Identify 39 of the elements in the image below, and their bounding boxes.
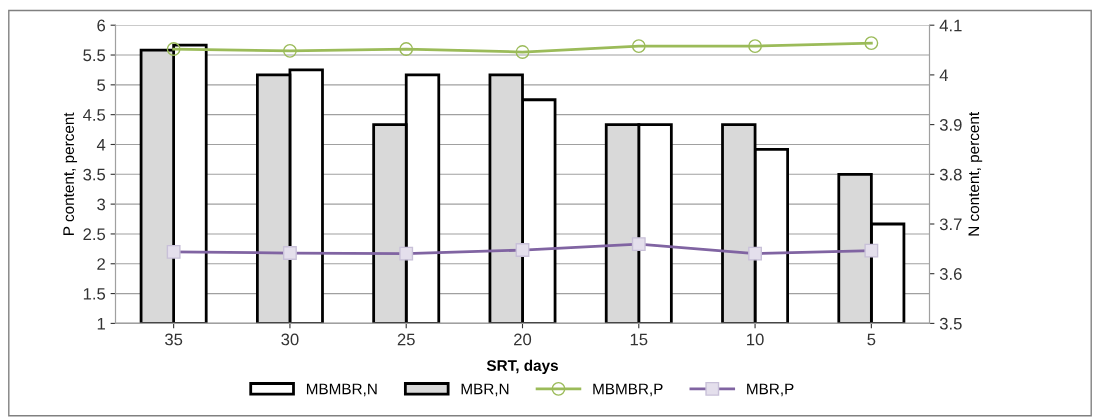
point [399, 42, 414, 57]
y2-tick-label: 3.7 [939, 218, 962, 231]
y2-tick-label: 4 [939, 69, 948, 81]
y-tick-label: 1.5 [83, 288, 106, 300]
y-tick-label: 3.5 [83, 168, 106, 181]
y-tick-label: 3 [97, 198, 106, 211]
x-axis-title: SRT, days [486, 359, 558, 375]
x-tick-label: 30 [281, 333, 299, 346]
point [282, 43, 297, 58]
x-tick-label: 5 [867, 333, 876, 346]
y-tick-label: 2 [97, 258, 105, 270]
y-axis-title: P content, percent [63, 112, 78, 235]
y-tick-label: 4 [96, 139, 106, 151]
y-tick-label: 2.5 [83, 228, 106, 241]
y2-tick-label: 3.5 [939, 317, 962, 330]
y-tick-label: 5 [97, 79, 106, 92]
y-tick-label: 5.5 [83, 49, 106, 62]
y2-tick-label: 3.9 [939, 119, 962, 131]
legend-label: MBMBR,N [306, 383, 377, 397]
x-tick-label: 20 [514, 333, 532, 346]
x-tick-label: 25 [397, 333, 415, 346]
point [166, 42, 181, 57]
y2-axis-title: N content, percent [968, 111, 983, 236]
legend-label: MBR,N [461, 383, 509, 397]
point [631, 39, 646, 54]
y-tick-label: 6 [97, 19, 106, 32]
point [748, 39, 763, 54]
y2-tick-label: 3.6 [939, 268, 962, 280]
legend-label: MBMBR,P [593, 383, 663, 397]
y2-tick-label: 3.8 [939, 168, 962, 181]
x-tick-label: 10 [747, 333, 764, 346]
y-tick-label: 4.5 [82, 109, 106, 121]
y2-tick-label: 4.1 [939, 19, 962, 32]
x-tick-label: 15 [630, 333, 648, 346]
legend-label: MBR,P [747, 383, 794, 397]
y-tick-label: 1 [97, 317, 105, 330]
point [864, 36, 879, 51]
point [515, 45, 530, 59]
x-tick-label: 35 [165, 333, 183, 346]
